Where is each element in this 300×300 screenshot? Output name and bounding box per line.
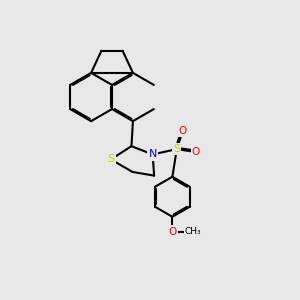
Text: O: O: [168, 226, 176, 236]
Text: S: S: [173, 144, 180, 154]
Text: O: O: [178, 126, 187, 136]
Text: O: O: [192, 147, 200, 157]
Text: CH₃: CH₃: [185, 227, 201, 236]
Text: S: S: [107, 154, 114, 164]
Text: N: N: [148, 149, 157, 159]
